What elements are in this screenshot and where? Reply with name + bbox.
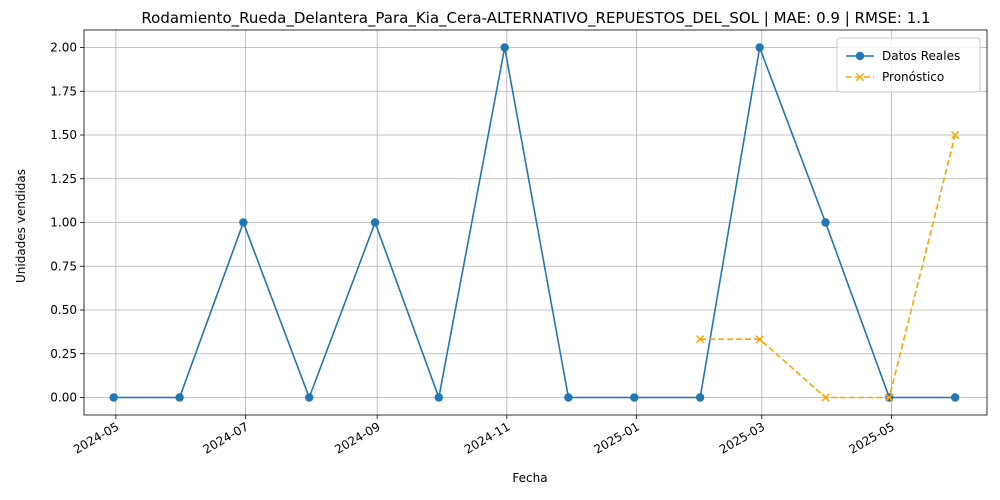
y-tick-label: 1.00 (50, 216, 77, 230)
data-point (564, 393, 573, 402)
x-tick-label: 2025-05 (846, 419, 896, 456)
data-point (821, 393, 830, 402)
x-axis-label: Fecha (512, 471, 547, 485)
y-axis-ticks: 0.00 0.25 0.50 0.75 1.00 1.25 1.50 1.75 2.00 (50, 41, 84, 405)
data-point (500, 43, 509, 52)
x-axis-ticks: 2024-05 2024-07 2024-09 2024-11 2025-01 2025-… (71, 415, 897, 457)
x-tick-label: 2024-05 (71, 419, 121, 456)
legend-entry: Datos Reales (846, 49, 960, 63)
x-tick-label: 2024-07 (201, 419, 251, 456)
series-pronostico (696, 130, 960, 402)
x-tick-label: 2025-01 (592, 419, 642, 456)
y-axis-label: Unidades vendidas (14, 169, 28, 283)
data-point (950, 130, 960, 140)
data-point (950, 393, 960, 402)
data-point (305, 393, 314, 402)
legend-label: Datos Reales (882, 49, 960, 63)
series-line (113, 44, 956, 401)
y-tick-label: 0.50 (50, 303, 77, 317)
y-tick-label: 0.75 (50, 259, 77, 273)
data-point (239, 218, 248, 227)
data-point (696, 335, 705, 344)
x-tick-label: 2025-03 (717, 419, 767, 456)
y-tick-label: 1.50 (50, 128, 77, 142)
y-tick-label: 1.75 (50, 84, 77, 98)
x-tick-label: 2024-11 (462, 419, 512, 456)
y-tick-label: 2.00 (50, 41, 77, 55)
grid-lines (84, 30, 987, 415)
y-tick-label: 0.25 (50, 347, 77, 361)
data-point (885, 393, 894, 402)
x-tick-label: 2024-09 (332, 419, 382, 456)
data-point (175, 393, 184, 402)
series-layer (109, 43, 960, 402)
legend-label: Pronóstico (882, 70, 944, 84)
legend-entry: Pronóstico (846, 70, 944, 84)
data-point (755, 335, 764, 344)
data-point (434, 393, 444, 402)
data-point (821, 218, 830, 227)
data-point (755, 43, 764, 52)
legend-marker (855, 51, 865, 61)
legend-marker (855, 72, 865, 82)
legend: Datos Reales Pronóstico (836, 37, 981, 93)
chart-title: Rodamiento_Rueda_Delantera_Para_Kia_Cera… (141, 9, 930, 28)
data-point (695, 393, 705, 402)
data-point (370, 218, 380, 227)
y-tick-label: 0.00 (50, 391, 77, 405)
data-point (109, 393, 118, 402)
data-point (630, 393, 639, 402)
legend-box (836, 37, 981, 93)
y-tick-label: 1.25 (50, 172, 77, 186)
